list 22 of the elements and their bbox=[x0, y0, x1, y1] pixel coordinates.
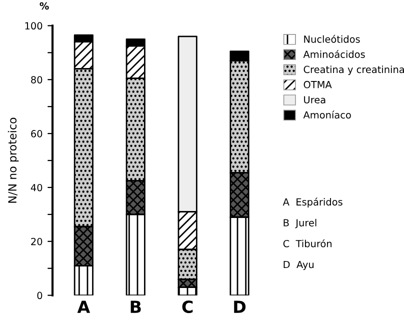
legend-label: Creatina y creatinina bbox=[304, 66, 404, 76]
text: D Ayu bbox=[284, 260, 314, 270]
legend-label: Aminoácidos bbox=[303, 50, 365, 58]
x-tick-label: C bbox=[182, 300, 193, 314]
y-tick-label: 40 bbox=[30, 184, 42, 192]
y-tick-label: 20 bbox=[31, 238, 42, 246]
text: C Tiburón bbox=[283, 239, 332, 248]
text: A Espáridos bbox=[282, 198, 342, 208]
y-axis-title: N/N no proteico bbox=[8, 118, 19, 203]
y-tick-label: 100 bbox=[25, 22, 42, 30]
x-tick-label: B bbox=[130, 300, 141, 313]
y-tick-label: 0 bbox=[37, 292, 42, 300]
legend-label: OTMA bbox=[304, 80, 332, 88]
y-tick-label: 60 bbox=[31, 130, 42, 138]
text: % bbox=[40, 2, 49, 10]
y-tick-label: 80 bbox=[31, 76, 42, 84]
legend-label: Urea bbox=[304, 96, 326, 104]
legend-label: Amoníaco bbox=[303, 110, 351, 119]
text: B Jurel bbox=[284, 218, 316, 228]
x-tick-label: D bbox=[234, 300, 246, 313]
legend-label: Nucleótidos bbox=[304, 34, 360, 43]
x-tick-label: A bbox=[77, 300, 90, 313]
